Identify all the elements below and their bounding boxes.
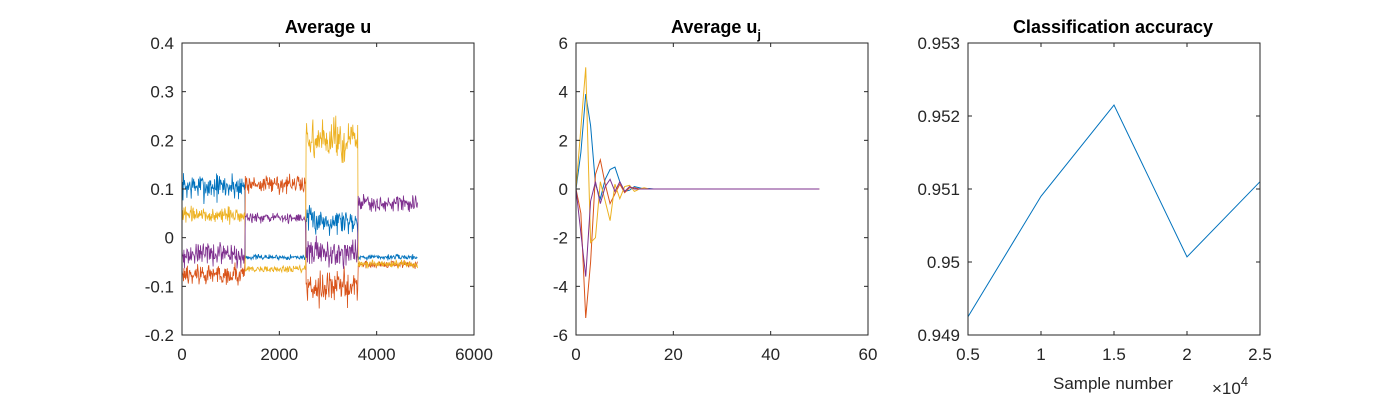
chart-title-2-main: Average u bbox=[671, 17, 757, 37]
x-tick-label: 0 bbox=[571, 345, 580, 364]
x-tick-label: 1.5 bbox=[1102, 345, 1126, 364]
y-tick-label: -6 bbox=[553, 326, 568, 345]
chart-title-2: Average uj bbox=[671, 17, 761, 42]
y-tick-label: 0.949 bbox=[917, 326, 960, 345]
y-tick-label: -0.2 bbox=[145, 326, 174, 345]
chart-title-2-subscript: j bbox=[756, 27, 761, 42]
y-tick-label: 0 bbox=[559, 180, 568, 199]
y-tick-label: 2 bbox=[559, 131, 568, 150]
y-tick-label: 0.1 bbox=[150, 180, 174, 199]
y-tick-label: 0.952 bbox=[917, 107, 960, 126]
y-tick-label: 0.4 bbox=[150, 34, 174, 53]
series-group-3 bbox=[967, 104, 1261, 318]
x-tick-label: 2 bbox=[1182, 345, 1191, 364]
x-tick-label: 6000 bbox=[455, 345, 493, 364]
x-tick-label: 20 bbox=[664, 345, 683, 364]
x-axis-multiplier-base: ×10 bbox=[1212, 379, 1241, 398]
panel-classification-accuracy: Classification accuracy 0.5 1 1.5 2 2.5 0.949… bbox=[917, 17, 1271, 398]
panel-average-uj: Average uj 0 20 40 60 -6 -4 -2 0 2 4 6 bbox=[553, 17, 878, 364]
x-tick-label: 40 bbox=[761, 345, 780, 364]
x-tick-label: 4000 bbox=[358, 345, 396, 364]
y-tick-label: -4 bbox=[553, 277, 568, 296]
ticks-group-2: 0 20 40 60 -6 -4 -2 0 2 4 6 bbox=[553, 34, 878, 364]
x-tick-label: 2000 bbox=[260, 345, 298, 364]
y-tick-label: 0.953 bbox=[917, 34, 960, 53]
ticks-group-1: 0 2000 4000 6000 -0.2 -0.1 0 0.1 0.2 0.3 0.4 bbox=[145, 34, 493, 364]
x-axis-multiplier-3: ×104 bbox=[1212, 374, 1248, 398]
plot-area-3 bbox=[968, 43, 1260, 335]
x-axis-multiplier-exponent: 4 bbox=[1241, 374, 1248, 389]
series-line-4 bbox=[181, 193, 418, 270]
series-group-2 bbox=[575, 67, 820, 319]
series-line-1 bbox=[181, 173, 418, 261]
series-line-3 bbox=[181, 115, 418, 274]
x-tick-label: 1 bbox=[1036, 345, 1045, 364]
ticks-group-3: 0.5 1 1.5 2 2.5 0.949 0.95 0.951 0.952 0.953 bbox=[917, 34, 1271, 364]
y-tick-label: 4 bbox=[559, 83, 568, 102]
chart-title-3: Classification accuracy bbox=[1013, 17, 1213, 37]
y-tick-label: -0.1 bbox=[145, 277, 174, 296]
series-line-4 bbox=[575, 178, 820, 277]
y-tick-label: -2 bbox=[553, 229, 568, 248]
x-tick-label: 60 bbox=[859, 345, 878, 364]
panel-average-u: Average u 0 2000 4000 6000 -0.2 -0.1 0 0.1 0.2 0.… bbox=[145, 17, 493, 364]
y-tick-label: 0.951 bbox=[917, 180, 960, 199]
y-tick-label: 0.95 bbox=[927, 253, 960, 272]
y-tick-label: 0.2 bbox=[150, 131, 174, 150]
y-tick-label: 0.3 bbox=[150, 83, 174, 102]
series-group-1 bbox=[181, 115, 418, 309]
x-axis-label-3: Sample number bbox=[1053, 374, 1173, 393]
series-line-1 bbox=[967, 104, 1261, 318]
x-tick-label: 0 bbox=[177, 345, 186, 364]
x-tick-label: 2.5 bbox=[1248, 345, 1272, 364]
y-tick-label: 0 bbox=[165, 229, 174, 248]
y-tick-label: 6 bbox=[559, 34, 568, 53]
chart-title-1: Average u bbox=[285, 17, 371, 37]
x-tick-label: 0.5 bbox=[956, 345, 980, 364]
